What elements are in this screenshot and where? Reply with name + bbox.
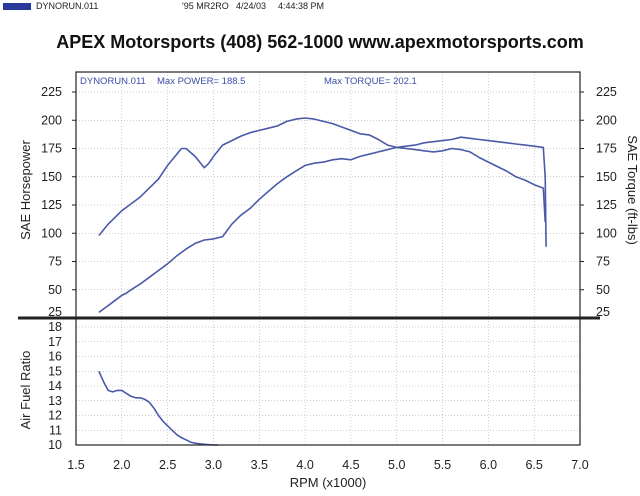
y-tick-label-left: 150 <box>41 170 62 184</box>
x-tick-label: 2.0 <box>113 458 130 472</box>
x-tick-label: 5.0 <box>388 458 405 472</box>
afr-tick-label: 12 <box>48 409 62 423</box>
x-tick-label: 5.5 <box>434 458 451 472</box>
grid-layer <box>75 72 581 446</box>
y-tick-label-right: 75 <box>596 255 610 269</box>
y-tick-label-left: 175 <box>41 142 62 156</box>
annotation-max-torque: Max TORQUE= 202.1 <box>324 76 417 87</box>
y-tick-label-right: 100 <box>596 226 617 240</box>
page-title: APEX Motorsports (408) 562-1000 www.apex… <box>56 32 584 52</box>
header-date: 4/24/03 <box>236 1 267 11</box>
afr-tick-label: 18 <box>48 320 62 334</box>
x-tick-label: 7.0 <box>571 458 588 472</box>
y-tick-label-left: 200 <box>41 113 62 127</box>
plot-frame <box>75 71 581 446</box>
y-tick-label-left: 50 <box>48 283 62 297</box>
y-tick-label-right: 175 <box>596 142 617 156</box>
y-tick-label-right: 50 <box>596 283 610 297</box>
x-tick-label: 6.0 <box>480 458 497 472</box>
x-tick-label: 1.5 <box>67 458 84 472</box>
y-tick-label-right: 200 <box>596 113 617 127</box>
header-time: 4:44:38 PM <box>278 1 325 11</box>
y-tick-label-left: 225 <box>41 85 62 99</box>
curve-layer <box>98 117 547 446</box>
y-axis-title-right: SAE Torque (ft-lbs) <box>625 135 640 245</box>
y-axis-title-left: SAE Horsepower <box>18 139 33 239</box>
header-bar: DYNORUN.011 '95 MR2RO 4/24/03 4:44:38 PM <box>0 0 640 14</box>
label-layer: 1.5 2.0 2.5 3.0 3.5 4.0 4.5 5.0 5.5 6.0 6.5 7.0 25 50… <box>18 85 640 490</box>
series-line-afr <box>98 370 218 446</box>
x-tick-label: 4.0 <box>296 458 313 472</box>
afr-tick-label: 14 <box>48 379 62 393</box>
header-vehicle: '95 MR2RO <box>182 1 229 11</box>
y-tick-label-left: 25 <box>48 305 62 319</box>
y-tick-label-right: 125 <box>596 198 617 212</box>
afr-tick-label: 10 <box>48 438 62 452</box>
afr-tick-label: 17 <box>48 335 62 349</box>
y-tick-label-left: 125 <box>41 198 62 212</box>
afr-axis-title: Air Fuel Ratio <box>18 351 33 430</box>
frame-layer <box>18 71 600 446</box>
y-tick-label-left: 100 <box>41 226 62 240</box>
series-line-1 <box>98 136 547 314</box>
afr-tick-label: 15 <box>48 364 62 378</box>
x-tick-label: 4.5 <box>342 458 359 472</box>
afr-tick-label: 16 <box>48 350 62 364</box>
x-tick-label: 3.0 <box>205 458 222 472</box>
x-tick-label: 3.5 <box>251 458 268 472</box>
legend-swatch <box>3 3 31 10</box>
y-tick-label-left: 75 <box>48 255 62 269</box>
y-tick-label-right: 225 <box>596 85 617 99</box>
y-tick-label-right: 25 <box>596 305 610 319</box>
series-line-2 <box>98 117 546 237</box>
x-axis-title: RPM (x1000) <box>290 475 367 490</box>
x-tick-label: 6.5 <box>525 458 542 472</box>
y-tick-label-right: 150 <box>596 170 617 184</box>
annotation-run-label: DYNORUN.011 <box>80 76 146 87</box>
afr-tick-label: 13 <box>48 394 62 408</box>
afr-tick-label: 11 <box>49 423 62 437</box>
x-tick-label: 2.5 <box>159 458 176 472</box>
header-run-file: DYNORUN.011 <box>36 1 99 11</box>
annotation-max-power: Max POWER= 188.5 <box>157 76 245 87</box>
